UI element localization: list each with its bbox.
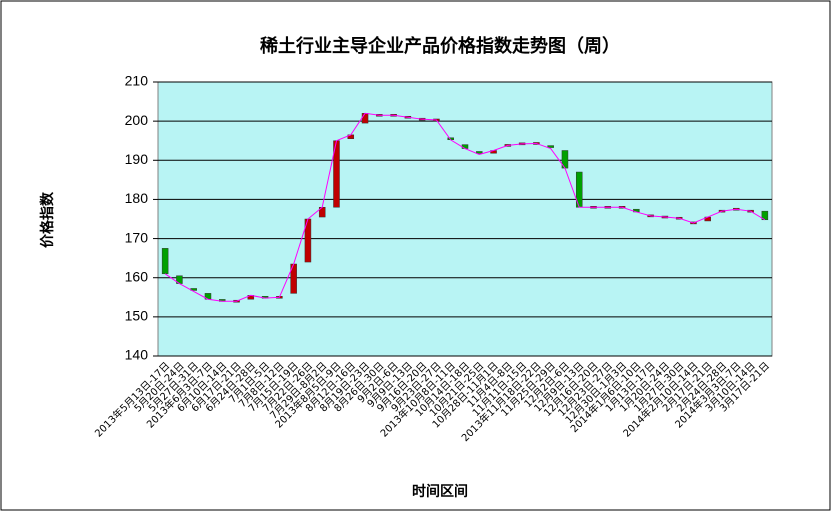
x-axis-label: 时间区间 (412, 483, 468, 500)
candle (461, 144, 469, 149)
candle (547, 145, 554, 148)
plot-area (157, 81, 773, 357)
y-tick-label: 190 (125, 151, 149, 167)
y-tick-label: 200 (125, 112, 149, 128)
y-tick-label: 160 (125, 268, 149, 284)
y-tick-label: 140 (125, 347, 149, 363)
y-tick-label: 210 (125, 73, 149, 89)
y-tick-label: 170 (125, 229, 149, 245)
close-line (164, 112, 766, 302)
y-axis-label: 价格指数 (39, 191, 56, 248)
candle (361, 113, 369, 124)
candle (761, 210, 769, 221)
y-tick-label: 150 (125, 308, 149, 324)
candle (161, 248, 169, 275)
y-tick-label: 180 (125, 190, 149, 206)
candle (476, 151, 483, 154)
chart-title: 稀土行业主导企业产品价格指数走势图（周） (260, 35, 620, 57)
